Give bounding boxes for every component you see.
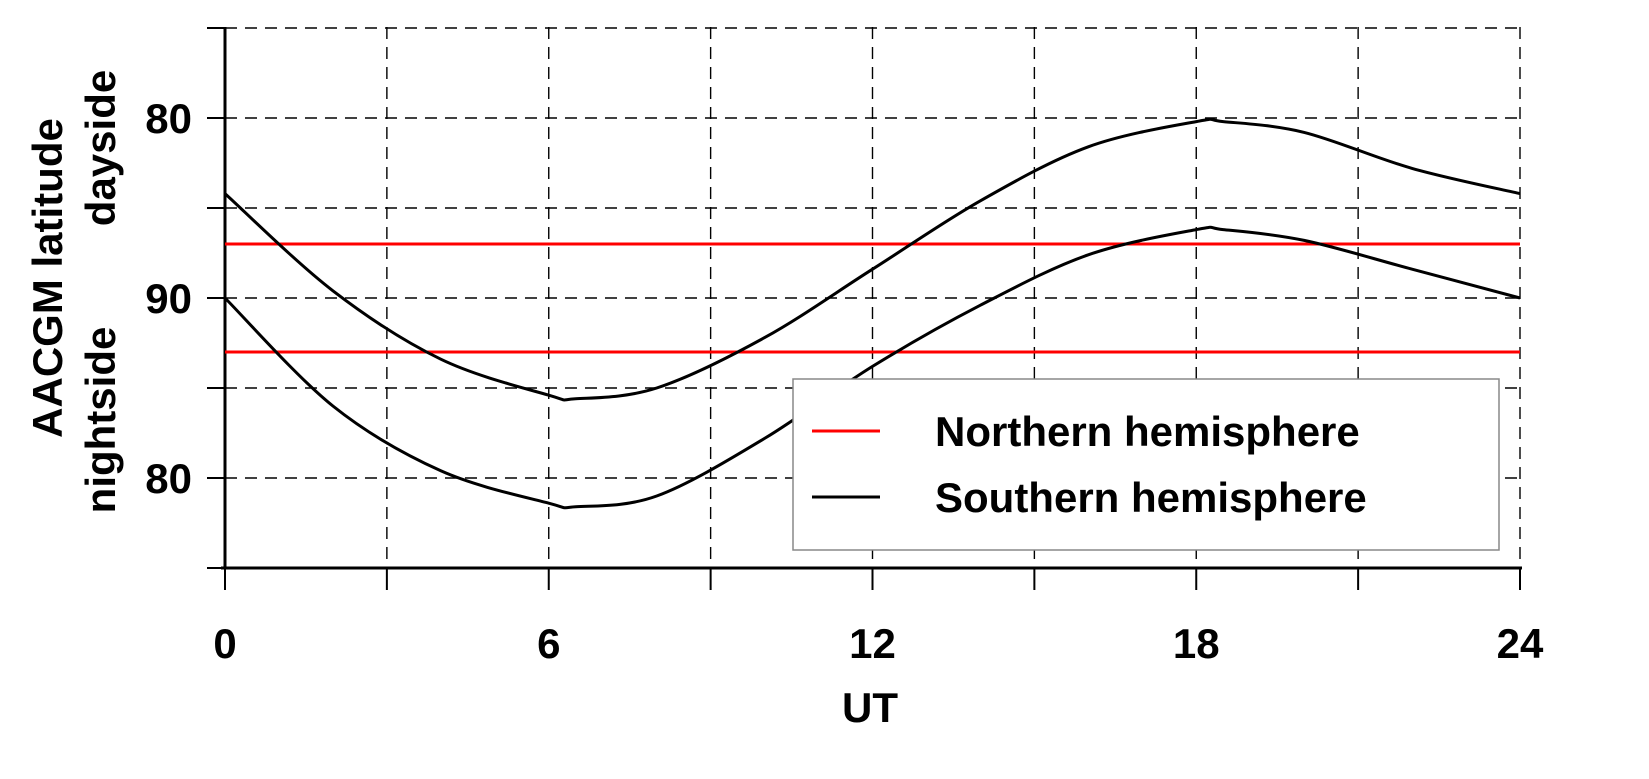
x-tick-label: 18	[1173, 620, 1220, 667]
series	[223, 117, 1521, 510]
y-tick-label: 90	[145, 275, 192, 322]
y-axis-nightside-label: nightside	[77, 327, 124, 514]
y-axis-dayside-label: dayside	[77, 70, 124, 226]
y-axis-title: AACGM latitude	[24, 118, 71, 438]
legend-box	[792, 378, 1500, 551]
x-tick-label: 6	[537, 620, 560, 667]
x-tick-label: 24	[1497, 620, 1544, 667]
y-tick-label: 80	[145, 455, 192, 502]
legend-label-northern: Northern hemisphere	[935, 408, 1360, 455]
southern-hemisphere-curve	[223, 117, 1521, 402]
axes: 0 6 12 18 24 80 90 80	[145, 27, 1544, 667]
y-tick-label: 80	[145, 95, 192, 142]
x-axis-title: UT	[842, 684, 898, 731]
legend: Northern hemisphere Southern hemisphere	[792, 378, 1500, 551]
southern-hemisphere-curve	[223, 225, 1521, 510]
legend-label-southern: Southern hemisphere	[935, 474, 1367, 521]
x-tick-label: 0	[213, 620, 236, 667]
x-tick-label: 12	[849, 620, 896, 667]
